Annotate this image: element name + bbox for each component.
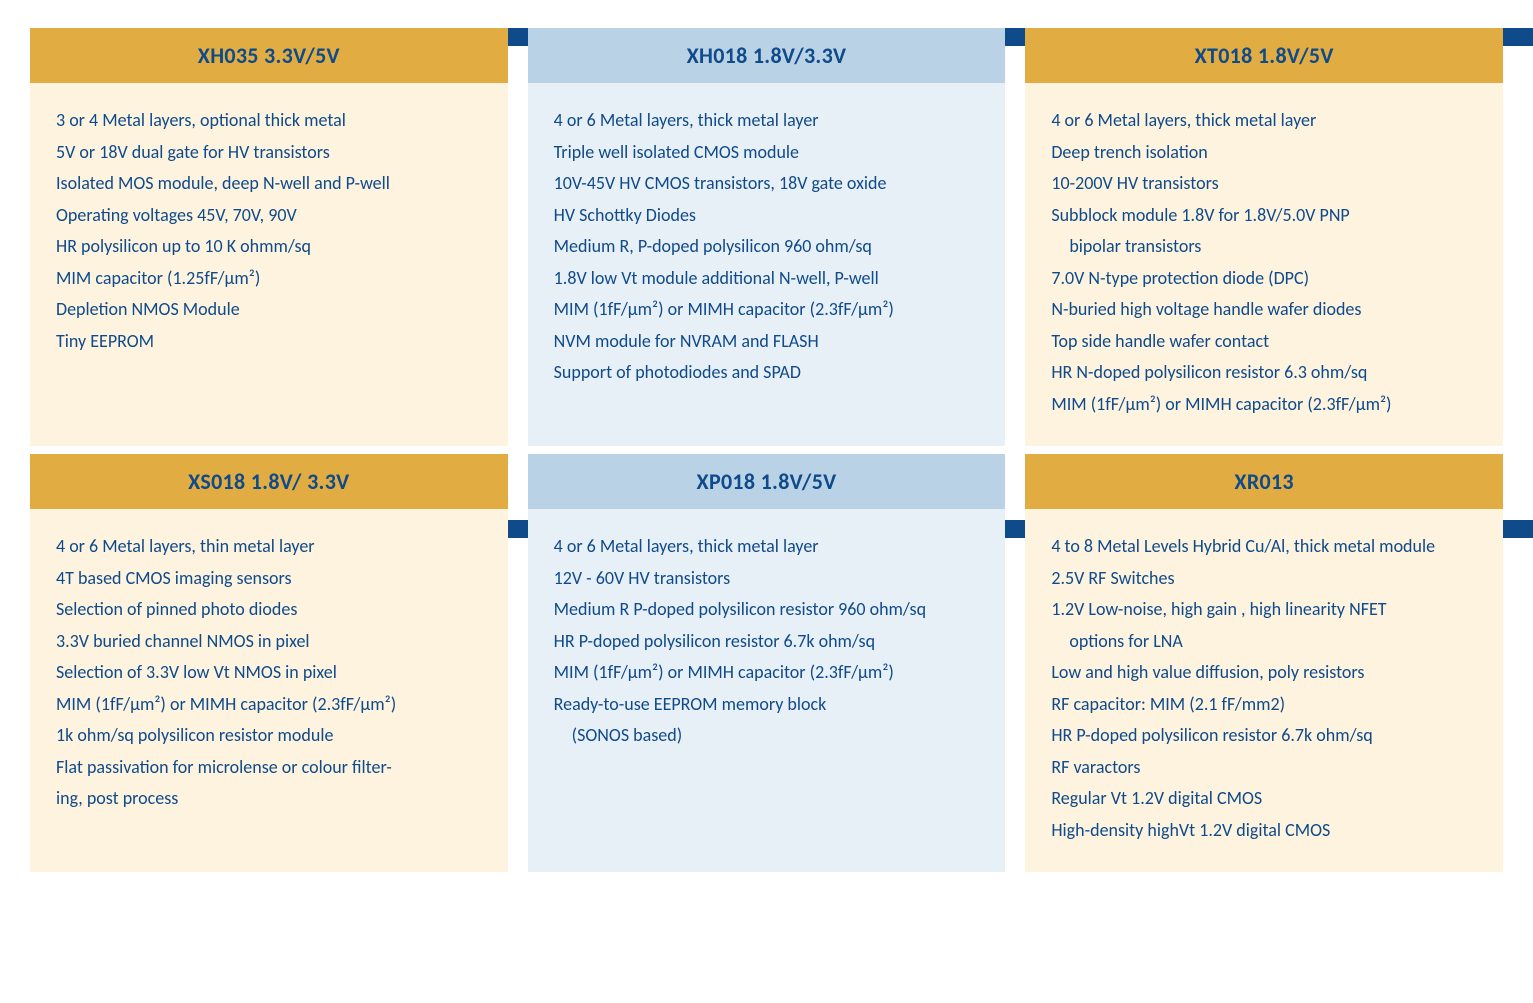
feature-line: (SONOS based) [554,720,980,752]
feature-line: 2.5V RF Switches [1051,563,1477,595]
feature-line: 7.0V N-type protection diode (DPC) [1051,263,1477,295]
feature-line: RF varactors [1051,752,1477,784]
feature-line: HR N-doped polysilicon resistor 6.3 ohm/… [1051,357,1477,389]
feature-line: options for LNA [1051,626,1477,658]
feature-line: 4 to 8 Metal Levels Hybrid Cu/Al, thick … [1051,531,1477,563]
card-header-xt018: XT018 1.8V/5V [1025,28,1503,83]
feature-line: bipolar transistors [1051,231,1477,263]
feature-line: 5V or 18V dual gate for HV transistors [56,137,482,169]
feature-line: MIM (1fF/µm²) or MIMH capacitor (2.3fF/µ… [554,657,980,689]
feature-line: N-buried high voltage handle wafer diode… [1051,294,1477,326]
feature-line: 4 or 6 Metal layers, thick metal layer [554,531,980,563]
feature-line: Selection of 3.3V low Vt NMOS in pixel [56,657,482,689]
feature-line: Selection of pinned photo diodes [56,594,482,626]
feature-line: MIM (1fF/µm²) or MIMH capacitor (2.3fF/µ… [1051,389,1477,421]
feature-line: Operating voltages 45V, 70V, 90V [56,200,482,232]
feature-line: Deep trench isolation [1051,137,1477,169]
feature-line: 3 or 4 Metal layers, optional thick meta… [56,105,482,137]
feature-line: Tiny EEPROM [56,326,482,358]
feature-line: 12V - 60V HV transistors [554,563,980,595]
feature-line: 4 or 6 Metal layers, thin metal layer [56,531,482,563]
feature-line: Ready-to-use EEPROM memory block [554,689,980,721]
feature-line: HR P-doped polysilicon resistor 6.7k ohm… [1051,720,1477,752]
feature-line: Top side handle wafer contact [1051,326,1477,358]
feature-line: 10-200V HV transistors [1051,168,1477,200]
feature-line: MIM (1fF/µm²) or MIMH capacitor (2.3fF/µ… [56,689,482,721]
card-header-xh018: XH018 1.8V/3.3V [528,28,1006,83]
card-header-xs018: XS018 1.8V/ 3.3V [30,454,508,509]
feature-line: RF capacitor: MIM (2.1 fF/mm2) [1051,689,1477,721]
feature-line: 1k ohm/sq polysilicon resistor module [56,720,482,752]
card-grid: XH035 3.3V/5V 3 or 4 Metal layers, option… [20,20,1513,872]
card-body-xp018: 4 or 6 Metal layers, thick metal layer12… [528,509,1006,872]
card-body-xs018: 4 or 6 Metal layers, thin metal layer4T … [30,509,508,872]
feature-line: Depletion NMOS Module [56,294,482,326]
feature-line: HV Schottky Diodes [554,200,980,232]
feature-line: 4T based CMOS imaging sensors [56,563,482,595]
feature-line: Regular Vt 1.2V digital CMOS [1051,783,1477,815]
card-body-xh035: 3 or 4 Metal layers, optional thick meta… [30,83,508,446]
feature-line: Low and high value diffusion, poly resis… [1051,657,1477,689]
feature-line: Medium R P-doped polysilicon resistor 96… [554,594,980,626]
card-xr013: XR013 4 to 8 Metal Levels Hybrid Cu/Al, t… [1025,454,1503,872]
feature-line: 1.2V Low-noise, high gain , high lineari… [1051,594,1477,626]
feature-line: High-density highVt 1.2V digital CMOS [1051,815,1477,847]
card-body-xt018: 4 or 6 Metal layers, thick metal layerDe… [1025,83,1503,446]
feature-line: Triple well isolated CMOS module [554,137,980,169]
feature-line: Isolated MOS module, deep N-well and P-w… [56,168,482,200]
feature-line: ing, post process [56,783,482,815]
card-xh018: XH018 1.8V/3.3V4 or 6 Metal layers, thic… [528,28,1006,446]
card-header-xr013: XR013 [1025,454,1503,509]
feature-line: HR polysilicon up to 10 K ohmm/sq [56,231,482,263]
card-xh035: XH035 3.3V/5V 3 or 4 Metal layers, option… [30,28,508,446]
feature-line: NVM module for NVRAM and FLASH [554,326,980,358]
card-xp018: XP018 1.8V/5V4 or 6 Metal layers, thick … [528,454,1006,872]
card-xt018: XT018 1.8V/5V4 or 6 Metal layers, thick … [1025,28,1503,446]
feature-line: 4 or 6 Metal layers, thick metal layer [1051,105,1477,137]
feature-line: 4 or 6 Metal layers, thick metal layer [554,105,980,137]
feature-line: Medium R, P-doped polysilicon 960 ohm/sq [554,231,980,263]
card-body-xh018: 4 or 6 Metal layers, thick metal layerTr… [528,83,1006,446]
feature-line: 3.3V buried channel NMOS in pixel [56,626,482,658]
feature-line: 10V-45V HV CMOS transistors, 18V gate ox… [554,168,980,200]
card-header-xh035: XH035 3.3V/5V [30,28,508,83]
feature-line: MIM capacitor (1.25fF/µm²) [56,263,482,295]
feature-line: Flat passivation for microlense or colou… [56,752,482,784]
card-xs018: XS018 1.8V/ 3.3V4 or 6 Metal layers, thi… [30,454,508,872]
card-header-xp018: XP018 1.8V/5V [528,454,1006,509]
feature-line: MIM (1fF/µm²) or MIMH capacitor (2.3fF/µ… [554,294,980,326]
feature-line: 1.8V low Vt module additional N-well, P-… [554,263,980,295]
card-body-xr013: 4 to 8 Metal Levels Hybrid Cu/Al, thick … [1025,509,1503,872]
feature-line: Support of photodiodes and SPAD [554,357,980,389]
feature-line: Subblock module 1.8V for 1.8V/5.0V PNP [1051,200,1477,232]
feature-line: HR P-doped polysilicon resistor 6.7k ohm… [554,626,980,658]
